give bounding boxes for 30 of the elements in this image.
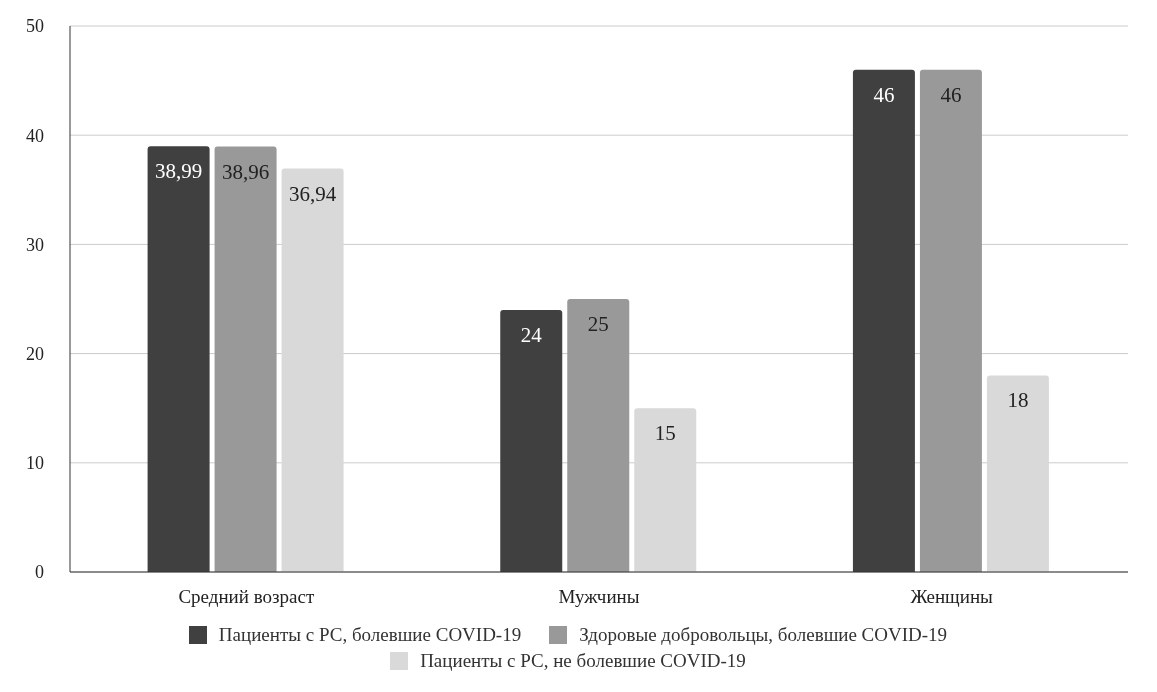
data-label: 38,96 [221,159,270,184]
bar [500,309,563,572]
bar [281,168,344,572]
legend-label: Пациенты с РС, не болевшие COVID-19 [419,650,746,672]
legend-label: Здоровые добровольцы, болевшие COVID-19 [578,624,948,646]
y-tick-label: 0 [35,562,44,583]
bar [986,375,1049,572]
data-label: 46 [940,82,962,107]
x-tick-label: Средний возраст [178,586,315,608]
data-label: 46 [873,82,895,107]
y-tick-label: 30 [26,234,44,255]
y-tick-label: 40 [26,125,44,146]
x-tick-label: Женщины [910,586,994,608]
data-label: 38,99 [154,159,203,184]
bar [919,69,982,572]
bar [147,146,210,572]
x-tick-label: Мужчины [558,586,640,608]
y-tick-label: 50 [26,16,44,37]
data-label: 25 [587,312,609,336]
bar [214,146,277,572]
y-tick-label: 20 [26,343,44,364]
data-label: 18 [1007,388,1029,413]
legend-label: Пациенты с РС, болевшие COVID-19 [217,624,522,646]
bar [567,299,630,572]
bar [634,408,697,572]
data-label: 24 [520,322,543,347]
y-tick-label: 10 [26,453,44,474]
bar [852,69,915,572]
data-label: 36,94 [288,181,337,206]
data-label: 15 [654,421,676,446]
